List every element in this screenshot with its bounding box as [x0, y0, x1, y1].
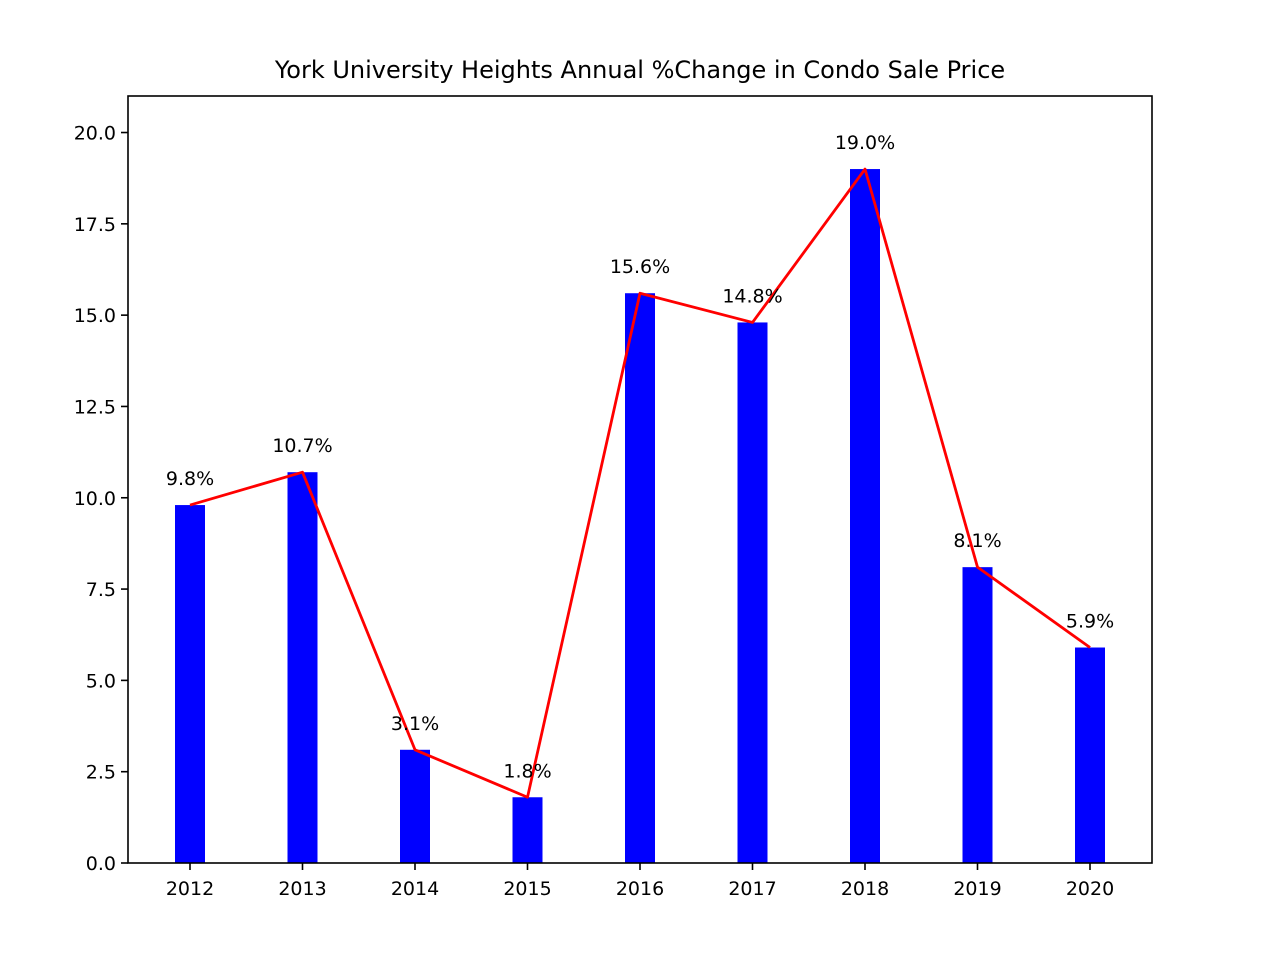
data-label-2012: 9.8%	[166, 468, 214, 490]
chart-title: York University Heights Annual %Change i…	[274, 56, 1005, 84]
y-tick-label: 15.0	[74, 305, 116, 327]
x-tick-label: 2016	[616, 878, 664, 900]
y-tick-label: 20.0	[74, 123, 116, 145]
y-tick-label: 17.5	[74, 214, 116, 236]
data-labels: 9.8% 10.7% 3.1% 1.8% 15.6% 14.8% 19.0% 8.1% 5.9%	[166, 132, 1114, 782]
y-tick-label: 2.5	[86, 762, 116, 784]
y-tick-label: 0.0	[86, 853, 116, 875]
data-label-2019: 8.1%	[953, 530, 1001, 552]
data-label-2014: 3.1%	[391, 713, 439, 735]
axes: 0.0 2.5 5.0 7.5 10.0 12.5 15.0 17.5 20.0 2012 2013…	[74, 95, 1153, 900]
overlay-line-group	[189, 167, 1091, 799]
x-tick-label: 2014	[391, 878, 439, 900]
y-tick-label: 10.0	[74, 488, 116, 510]
x-tick-label: 2012	[166, 878, 214, 900]
y-tick-label: 12.5	[74, 396, 116, 418]
x-tick-label: 2013	[278, 878, 326, 900]
bar-2012	[175, 505, 205, 863]
x-tick-label: 2018	[841, 878, 889, 900]
bar-2017	[737, 322, 768, 863]
data-label-2018: 19.0%	[835, 132, 895, 154]
bar-2014	[400, 749, 430, 863]
bar-2019	[962, 567, 993, 863]
bar-2018	[850, 169, 880, 864]
y-tick-label: 7.5	[86, 579, 116, 601]
x-tick-label: 2019	[953, 878, 1001, 900]
bar-2020	[1075, 647, 1105, 863]
data-label-2013: 10.7%	[272, 435, 332, 457]
data-label-2016: 15.6%	[610, 256, 670, 278]
y-tick-label: 5.0	[86, 670, 116, 692]
x-tick-label: 2020	[1066, 878, 1114, 900]
bar-2013	[287, 472, 318, 863]
data-label-2017: 14.8%	[722, 285, 782, 307]
bar-2015	[512, 797, 543, 863]
x-tick-label: 2015	[503, 878, 551, 900]
x-tick-label: 2017	[728, 878, 776, 900]
data-label-2015: 1.8%	[503, 760, 551, 782]
data-label-2020: 5.9%	[1066, 611, 1114, 633]
overlay-line	[189, 167, 1091, 799]
bars	[175, 169, 1105, 864]
bar-2016	[625, 293, 655, 863]
